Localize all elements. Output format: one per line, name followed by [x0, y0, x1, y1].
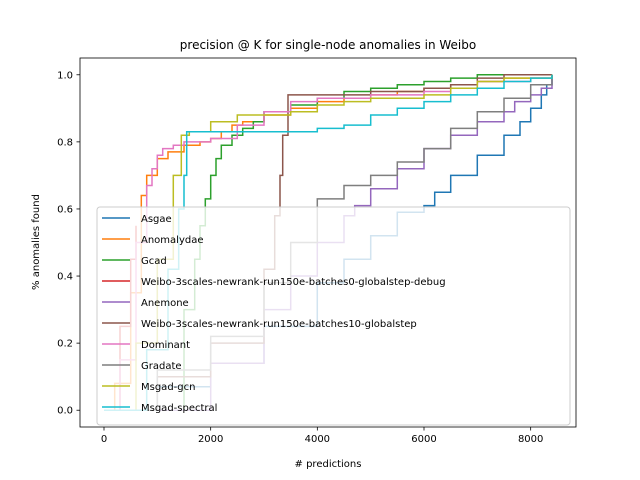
legend-entry: Msgad-spectral [141, 403, 217, 414]
legend-entry: Msgad-gcn [141, 382, 195, 393]
legend-entry: Anomalydae [141, 235, 204, 246]
y-tick-label: 1.0 [57, 70, 73, 81]
legend-entry: Weibo-3scales-newrank-run150e-batches0-g… [141, 277, 446, 288]
y-tick-label: 0.0 [57, 406, 73, 417]
chart-title: precision @ K for single-node anomalies … [180, 38, 476, 52]
legend-entry: Asgae [141, 214, 172, 225]
y-tick-label: 0.2 [57, 339, 73, 350]
y-tick-label: 0.6 [57, 204, 73, 215]
y-axis-label: % anomalies found [31, 194, 42, 290]
x-tick-label: 6000 [411, 434, 436, 445]
x-axis-label: # predictions [295, 459, 362, 470]
legend-entry: Dominant [141, 340, 190, 351]
axes-layer: 0 2000 4000 6000 8000 0.0 0.2 0.4 0.6 0.8 1.0 [57, 57, 577, 445]
legend-entry: Gradate [141, 361, 182, 372]
x-tick-label: 4000 [305, 434, 330, 445]
legend-box [96, 206, 571, 426]
x-tick-label: 0 [101, 434, 107, 445]
plot-frame [79, 57, 577, 428]
legend-entry: Gcad [141, 256, 167, 267]
legend-entry: Anemone [141, 298, 189, 309]
y-tick-label: 0.8 [57, 137, 73, 148]
x-tick-label: 2000 [198, 434, 223, 445]
legend-entry: Weibo-3scales-newrank-run150e-batches10-… [141, 319, 417, 330]
legend: Asgae Anomalydae Gcad Weibo-3scales-newrank… [96, 206, 571, 426]
x-tick-label: 8000 [518, 434, 543, 445]
y-tick-label: 0.4 [57, 272, 73, 283]
